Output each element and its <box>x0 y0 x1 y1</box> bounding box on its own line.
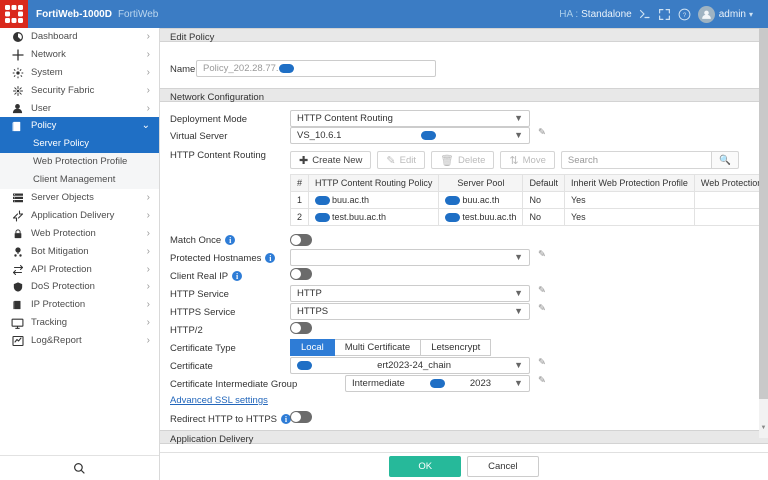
svg-text:?: ? <box>683 12 687 18</box>
